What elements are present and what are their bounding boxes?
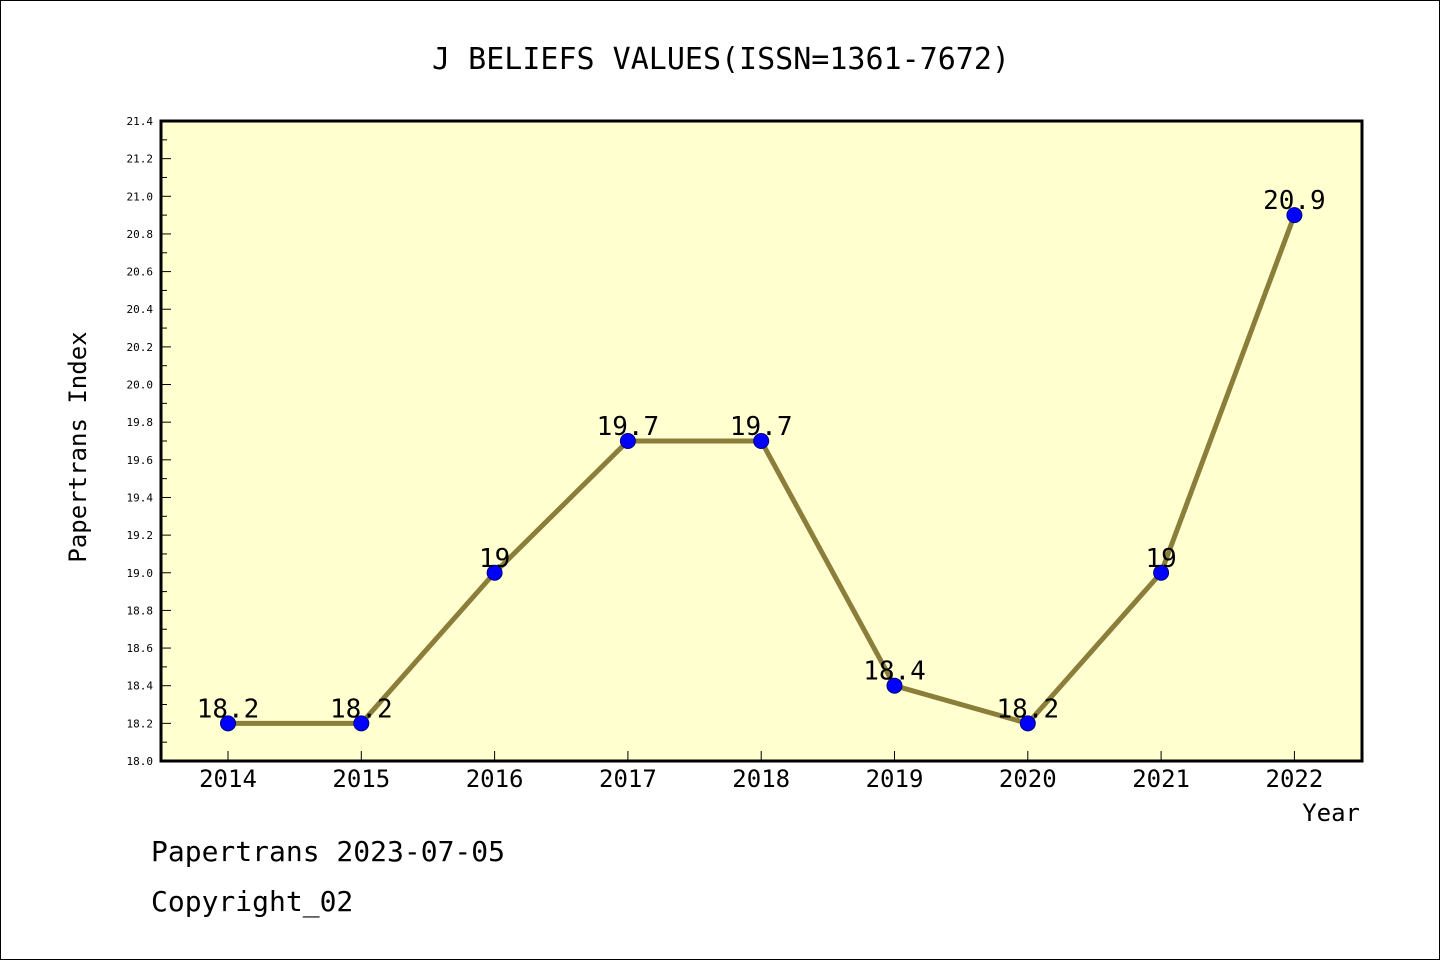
footer-copyright: Copyright_02: [151, 885, 354, 918]
y-tick-label: 18.8: [127, 604, 154, 617]
x-tick-label: 2021: [1132, 765, 1190, 793]
data-point: [353, 715, 370, 732]
data-label: 19: [1145, 544, 1176, 574]
data-point: [486, 564, 503, 581]
x-tick-label: 2016: [466, 765, 524, 793]
data-label: 18.2: [996, 694, 1059, 724]
data-label: 18.2: [330, 694, 393, 724]
y-tick-label: 18.2: [127, 717, 154, 730]
footer-date-line: Papertrans 2023-07-05: [151, 835, 506, 868]
data-label: 19: [479, 544, 510, 574]
y-tick-label: 18.0: [127, 755, 154, 768]
y-tick-label: 21.0: [127, 190, 154, 203]
y-tick-label: 18.4: [127, 680, 154, 693]
y-tick-label: 19.6: [127, 454, 154, 467]
y-tick-label: 20.0: [127, 379, 154, 392]
y-tick-label: 19.2: [127, 529, 154, 542]
x-tick-label: 2020: [999, 765, 1057, 793]
data-point: [619, 433, 636, 449]
chart-title: J BELIEFS VALUES(ISSN=1361-7672): [432, 42, 1010, 77]
data-label: 19.7: [597, 412, 660, 442]
y-tick-label: 20.6: [127, 266, 154, 279]
data-point: [1153, 564, 1170, 581]
x-tick-label: 2014: [199, 765, 257, 793]
data-label: 18.4: [863, 657, 926, 687]
data-label: 18.2: [197, 694, 260, 724]
y-tick-label: 20.8: [127, 228, 154, 241]
data-point: [886, 677, 903, 694]
x-tick-label: 2015: [332, 765, 390, 793]
x-tick-label: 2019: [866, 765, 924, 793]
data-point: [220, 715, 236, 732]
y-tick-label: 20.4: [127, 303, 154, 316]
y-axis-label: Papertrans Index: [64, 331, 92, 562]
x-axis: 2014 2015 2016 2017 2018 2019 2020 2021 2022: [199, 751, 1323, 793]
y-axis: 18.0 18.2 18.4 18.6 18.8 19.0 19.2 19.4 19.6 19.8…: [127, 115, 171, 768]
data-point: [1019, 715, 1036, 732]
data-label: 19.7: [730, 412, 793, 442]
y-tick-label: 19.4: [127, 491, 154, 504]
y-tick-label: 19.8: [127, 416, 154, 429]
data-label: 20.9: [1263, 186, 1326, 216]
y-tick-label: 21.4: [127, 115, 154, 128]
x-axis-label: Year: [1302, 799, 1360, 827]
data-point: [753, 433, 770, 449]
y-tick-label: 18.6: [127, 642, 154, 655]
data-point: [1286, 207, 1303, 224]
y-tick-label: 21.2: [127, 153, 154, 166]
y-tick-label: 19.0: [127, 567, 154, 580]
y-tick-label: 20.2: [127, 341, 154, 354]
x-tick-label: 2018: [732, 765, 790, 793]
x-tick-label: 2017: [599, 765, 657, 793]
x-tick-label: 2022: [1266, 765, 1324, 793]
series: 18.2 18.2 19 19.7 19.7 18.4 18.2 19 20.9: [197, 186, 1326, 732]
